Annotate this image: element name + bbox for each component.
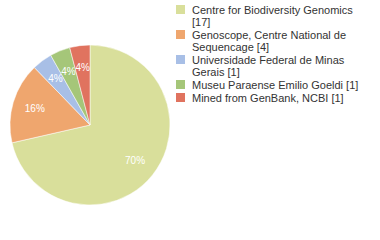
html-text:Mined from GenBank, NCBI [1]: Mined from GenBank, NCBI [1]	[192, 92, 344, 104]
svg-text:70%: 70%	[125, 155, 145, 166]
svg-text:4%: 4%	[48, 73, 63, 85]
svg-text:4%: 4%	[75, 62, 90, 73]
html-text:Museu Paraense Emilio Goeldi [: Museu Paraense Emilio Goeldi [1]	[192, 79, 359, 91]
html-text:Genoscope, Centre National de: Genoscope, Centre National de Sequencage…	[192, 29, 347, 53]
html-text:Universidade Federal de Minas: Universidade Federal de Minas Gerais [1]	[192, 54, 345, 78]
svg-text:4%: 4%	[61, 66, 76, 77]
html-text:Centre for Biodiversity Genomi: Centre for Biodiversity Genomics [17]	[192, 4, 353, 28]
svg-text:16%: 16%	[25, 103, 45, 114]
